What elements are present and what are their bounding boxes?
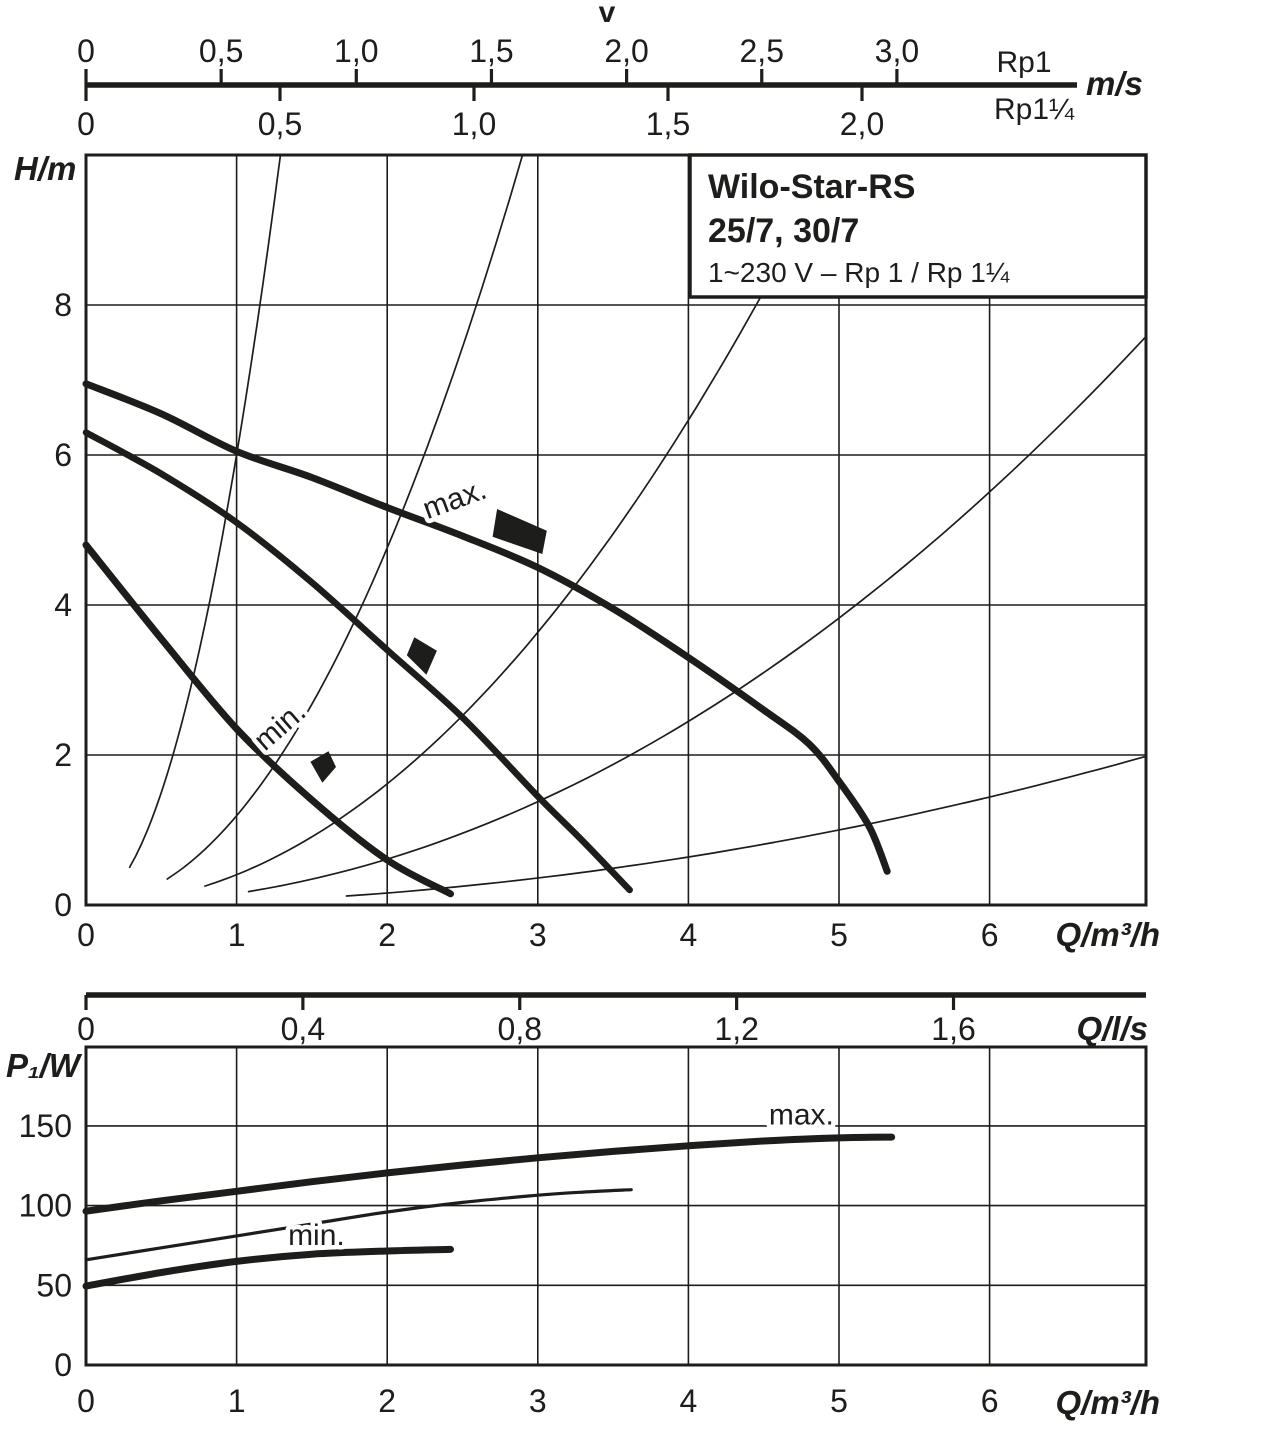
system-curve bbox=[128, 155, 282, 869]
curve-label-max: max. bbox=[419, 473, 491, 526]
h-tick-label: 0 bbox=[54, 887, 72, 923]
h-tick-label: 8 bbox=[54, 287, 72, 323]
max-speed-marker bbox=[492, 509, 547, 554]
p-tick-label: 150 bbox=[19, 1108, 72, 1144]
min-speed-marker bbox=[310, 751, 336, 783]
title-box-electrical-spec: 1~230 V – Rp 1 / Rp 1¼ bbox=[708, 257, 1010, 288]
velocity-unit-label: m/s bbox=[1086, 65, 1143, 102]
rp114-scale-label: Rp1¼ bbox=[994, 93, 1075, 126]
power-flow-unit-label: Q/m³/h bbox=[1056, 1384, 1161, 1421]
velocity-axis-title: v bbox=[599, 0, 616, 29]
q-tick-label: 3 bbox=[529, 917, 547, 953]
q-tick-label: 6 bbox=[981, 917, 999, 953]
h-tick-label: 2 bbox=[54, 737, 72, 773]
rp114-tick-label: 0,5 bbox=[258, 106, 302, 142]
power-label-min: min. bbox=[288, 1219, 345, 1252]
pump-curve-max bbox=[82, 380, 891, 875]
rp1-tick-label: 2,5 bbox=[740, 33, 784, 69]
q-tick-label: 5 bbox=[830, 917, 848, 953]
power-label-max: max. bbox=[769, 1098, 834, 1131]
h-tick-label: 4 bbox=[54, 587, 72, 623]
system-curve bbox=[345, 755, 1147, 897]
rp114-tick-label: 1,0 bbox=[452, 106, 496, 142]
rp1-tick-label: 1,0 bbox=[334, 33, 378, 69]
velocity-axis: 0 0,5 1,0 1,5 2,0 2,5 3,0 0 0,5 1,0 1,5 2,0 bbox=[77, 33, 1077, 142]
q-tick-label: 6 bbox=[981, 1383, 999, 1419]
q-tick-label: 3 bbox=[529, 1383, 547, 1419]
rp114-tick-label: 0 bbox=[77, 106, 95, 142]
q-tick-label: 2 bbox=[378, 1383, 396, 1419]
power-axis-label: P₁/W bbox=[6, 1047, 83, 1084]
rp1-tick-label: 2,0 bbox=[604, 33, 648, 69]
rp1-tick-label: 0,5 bbox=[199, 33, 243, 69]
power-flow-chart: max. min. 0 1 2 3 4 5 6 0 50 100 150 bbox=[19, 1047, 1146, 1419]
p-tick-label: 50 bbox=[36, 1267, 72, 1303]
system-curve bbox=[166, 153, 524, 880]
ls-tick-label: 0 bbox=[77, 1011, 95, 1047]
rp1-tick-label: 3,0 bbox=[875, 33, 919, 69]
pump-curve-mid bbox=[82, 429, 633, 894]
q-tick-label: 4 bbox=[680, 1383, 698, 1419]
q-tick-label: 0 bbox=[77, 1383, 95, 1419]
rp1-scale-label: Rp1 bbox=[996, 46, 1051, 79]
rp114-tick-label: 2,0 bbox=[840, 106, 884, 142]
head-chart-border bbox=[84, 153, 1148, 907]
rp1-tick-label: 1,5 bbox=[469, 33, 513, 69]
q-tick-label: 0 bbox=[77, 917, 95, 953]
system-curve bbox=[247, 335, 1147, 893]
power-chart-border bbox=[84, 1045, 1148, 1367]
mid-speed-marker bbox=[406, 637, 437, 675]
system-curve bbox=[204, 296, 762, 887]
title-box-model-numbers: 25/7, 30/7 bbox=[708, 212, 859, 250]
h-tick-label: 6 bbox=[54, 437, 72, 473]
q-tick-label: 4 bbox=[680, 917, 698, 953]
p-tick-label: 100 bbox=[19, 1188, 72, 1224]
p-tick-label: 0 bbox=[54, 1347, 72, 1383]
flow-axis-ls: 0 0,4 0,8 1,2 1,6 bbox=[77, 992, 1146, 1047]
q-tick-label: 1 bbox=[228, 917, 246, 953]
ls-tick-label: 1,2 bbox=[714, 1011, 758, 1047]
title-box-product-name: Wilo-Star-RS bbox=[708, 168, 915, 206]
ls-tick-label: 1,6 bbox=[931, 1011, 975, 1047]
main-flow-unit-label: Q/m³/h bbox=[1056, 916, 1161, 953]
ls-unit-label: Q/l/s bbox=[1076, 1010, 1148, 1047]
q-tick-label: 5 bbox=[830, 1383, 848, 1419]
head-axis-label: H/m bbox=[14, 150, 76, 187]
power-curve-mid bbox=[84, 1188, 633, 1262]
ls-tick-label: 0,4 bbox=[281, 1011, 325, 1047]
rp1-tick-label: 0 bbox=[77, 33, 95, 69]
q-tick-label: 1 bbox=[228, 1383, 246, 1419]
ls-tick-label: 0,8 bbox=[498, 1011, 542, 1047]
pump-curve-min bbox=[82, 541, 454, 898]
rp114-tick-label: 1,5 bbox=[646, 106, 690, 142]
power-curve-max bbox=[82, 1133, 896, 1215]
q-tick-label: 2 bbox=[378, 917, 396, 953]
power-curve-min bbox=[82, 1245, 454, 1290]
